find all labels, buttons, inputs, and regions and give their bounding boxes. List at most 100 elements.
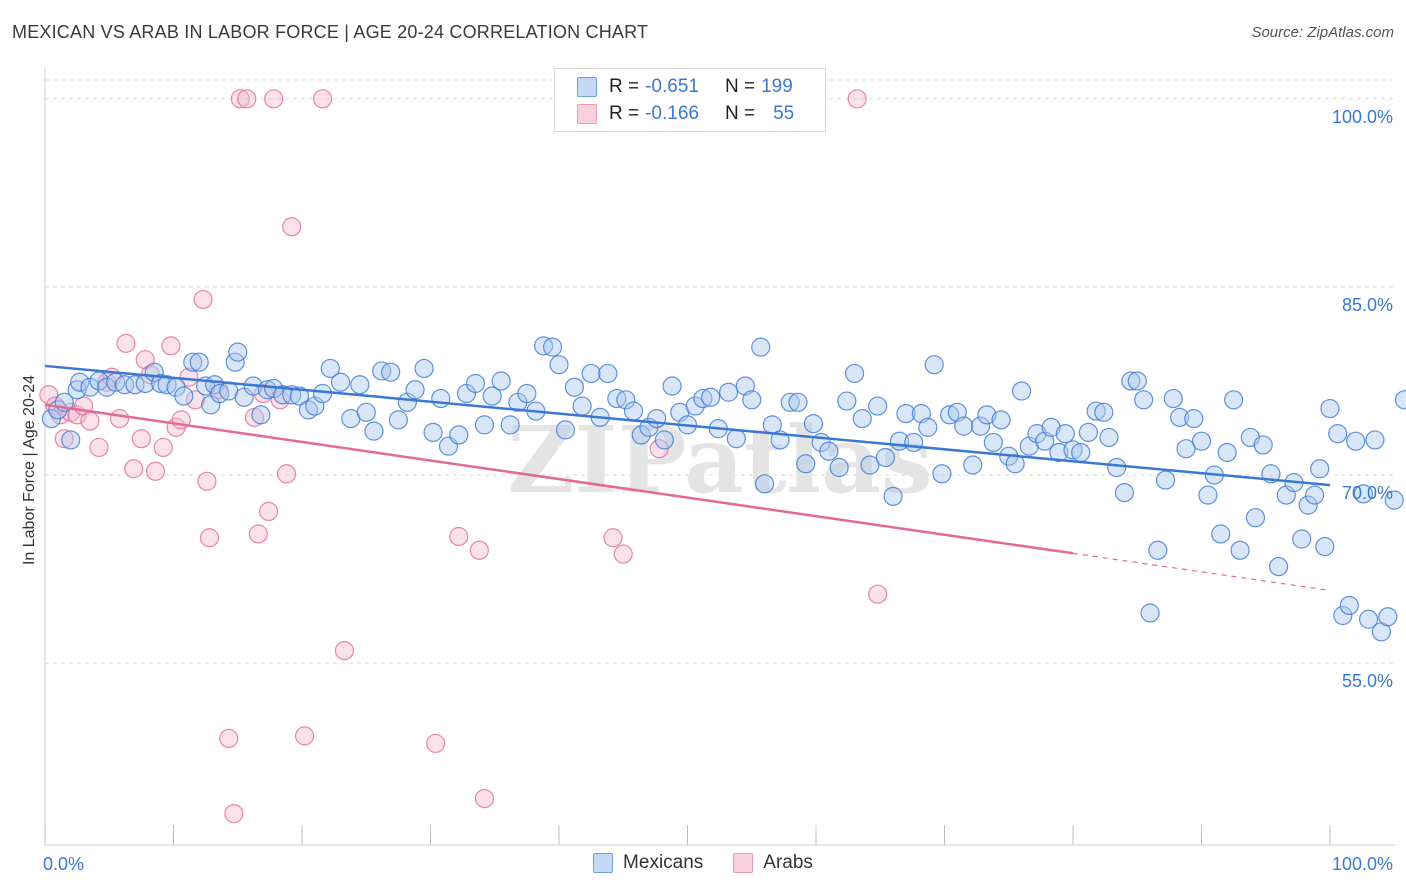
mexican-point	[1358, 609, 1379, 629]
mexican-point	[1041, 417, 1061, 437]
mexican-point	[1055, 424, 1075, 444]
arab-point	[847, 89, 867, 109]
arab-point	[237, 89, 257, 109]
mexican-point	[1127, 371, 1147, 391]
mexican-point	[320, 358, 340, 379]
arab-point	[39, 385, 59, 405]
arab-point	[603, 528, 623, 548]
mexican-point	[623, 401, 644, 421]
mexican-point	[465, 373, 486, 394]
legend-label-arabs: Arabs	[763, 852, 813, 873]
n-label: N =	[724, 103, 756, 124]
mexican-point	[491, 371, 511, 391]
mexican-point	[991, 410, 1011, 430]
mexican-point	[860, 455, 880, 475]
arab-point	[219, 728, 239, 749]
mexican-point	[837, 391, 857, 411]
mexican-point	[1191, 431, 1212, 451]
mexican-point	[788, 392, 808, 412]
mexican-point	[685, 396, 705, 416]
legend-item-arabs[interactable]: Arabs	[733, 852, 813, 874]
mexican-point	[449, 425, 469, 445]
mexican-point	[581, 363, 601, 384]
mexican-point	[983, 432, 1003, 453]
mexican-point	[1333, 605, 1353, 626]
mexican-point	[1099, 427, 1119, 448]
arab-point	[282, 217, 302, 237]
mexican-point	[1071, 442, 1091, 463]
arab-point	[294, 726, 315, 746]
mexican-point	[1155, 470, 1176, 490]
arab-point	[312, 89, 333, 109]
arab-point	[89, 437, 109, 458]
mexican-point	[423, 422, 443, 443]
legend-item-mexicans[interactable]: Mexicans	[593, 852, 703, 874]
mexican-point	[726, 429, 746, 449]
arab-point	[264, 89, 284, 109]
mexican-point	[115, 375, 135, 395]
mexican-point	[1176, 439, 1196, 459]
mexican-point	[1394, 390, 1406, 410]
mexican-point	[751, 337, 771, 357]
mexican-point	[1114, 482, 1135, 503]
arab-point	[224, 804, 244, 824]
n-label: N =	[724, 76, 756, 97]
legend-row-arabs: R = -0.166 N = 55	[577, 101, 794, 127]
arab-point	[124, 459, 144, 479]
mexican-point	[1384, 490, 1404, 510]
mexican-point	[183, 352, 203, 372]
arab-point	[116, 333, 136, 353]
mexican-point	[500, 415, 520, 435]
gridlines	[45, 79, 1395, 664]
arab-point	[258, 501, 279, 522]
arab-point	[54, 429, 74, 449]
mexican-point	[228, 342, 248, 362]
mexican-point	[904, 432, 924, 453]
arab-point	[80, 411, 100, 431]
mexican-point	[1253, 435, 1273, 455]
legend-label-mexicans: Mexicans	[623, 852, 704, 873]
mexican-point	[1198, 485, 1218, 505]
mexican-point	[780, 392, 800, 412]
mexican-point	[1245, 508, 1266, 528]
mexican-point	[963, 455, 983, 475]
mexican-point	[918, 417, 938, 437]
mexican-point	[251, 405, 271, 425]
mexican-point	[1140, 603, 1160, 623]
mexican-point	[598, 363, 618, 384]
mexican-point	[330, 372, 351, 392]
arabs-swatch	[577, 104, 597, 124]
y-tick-label: 55.0%	[1342, 671, 1393, 691]
mexican-point	[970, 416, 991, 436]
mexican-point	[1328, 424, 1348, 444]
arabs-swatch	[733, 853, 754, 873]
mexican-point	[1224, 390, 1244, 410]
arab-point	[153, 437, 173, 458]
mexican-point	[1304, 485, 1325, 505]
arab-point	[197, 471, 217, 491]
arab-point	[270, 390, 290, 410]
mexican-point	[1268, 556, 1289, 577]
mexican-point	[1078, 422, 1099, 443]
source-credit: Source: ZipAtlas.com	[1251, 24, 1394, 41]
tick-labels: 100.0% 85.0% 70.0% 55.0% 0.0% 100.0%	[43, 107, 1393, 874]
r-value: -0.166	[645, 103, 699, 124]
mexican-point	[1170, 407, 1190, 427]
trend-line-mexicans	[44, 364, 1331, 487]
mexican-point	[719, 382, 739, 402]
mexican-point	[1094, 402, 1114, 422]
mexican-point	[631, 425, 651, 445]
arab-point	[334, 641, 355, 661]
mexican-point	[1217, 442, 1237, 463]
mexican-point	[819, 441, 839, 461]
mexican-point	[796, 454, 816, 474]
mexican-point	[1121, 371, 1141, 391]
mexicans-swatch	[577, 77, 597, 97]
chart-title: MEXICAN VS ARAB IN LABOR FORCE | AGE 20-…	[12, 22, 649, 42]
mexican-point	[662, 376, 682, 396]
mexican-point	[829, 457, 849, 478]
mexican-point	[572, 396, 592, 416]
mexican-point	[431, 388, 451, 409]
mexican-point	[1292, 529, 1312, 549]
